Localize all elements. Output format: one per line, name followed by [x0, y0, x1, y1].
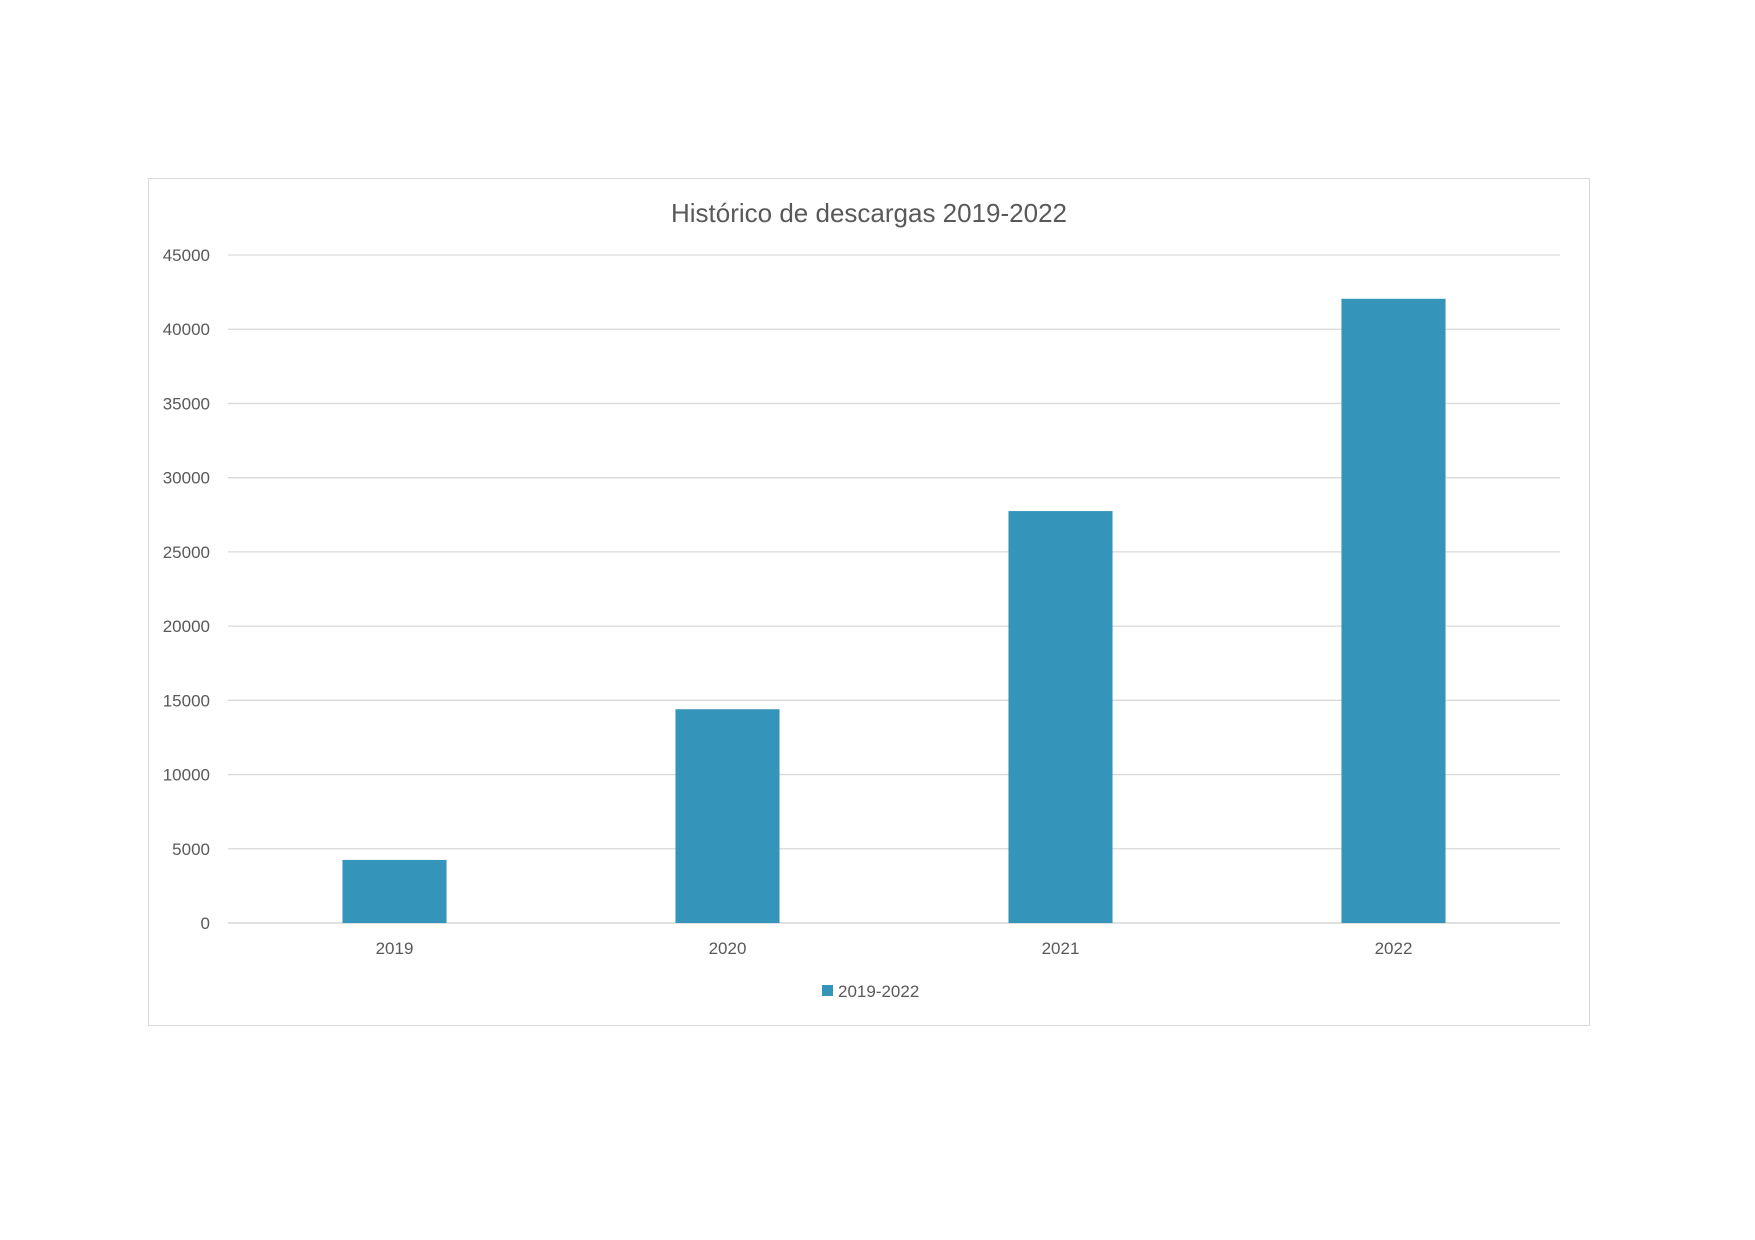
legend-label: 2019-2022	[838, 982, 919, 1001]
x-axis-ticks: 2019 2020 2021 2022	[376, 939, 1413, 958]
y-tick-label: 10000	[163, 766, 210, 785]
y-tick-label: 20000	[163, 617, 210, 636]
y-axis-ticks: 0 5000 10000 15000 20000 25000 30000 35000 40000…	[163, 246, 210, 933]
y-tick-label: 5000	[172, 840, 210, 859]
x-tick-label: 2019	[376, 939, 414, 958]
x-tick-label: 2020	[709, 939, 747, 958]
y-tick-label: 45000	[163, 246, 210, 265]
chart-title: Histórico de descargas 2019-2022	[671, 198, 1067, 228]
x-tick-label: 2022	[1375, 939, 1413, 958]
x-tick-label: 2021	[1042, 939, 1080, 958]
y-tick-label: 15000	[163, 691, 210, 710]
bar-2021	[1008, 511, 1113, 923]
bar-2019	[342, 859, 447, 923]
bars	[342, 298, 1446, 923]
y-tick-label: 40000	[163, 320, 210, 339]
y-tick-label: 30000	[163, 469, 210, 488]
y-tick-label: 25000	[163, 543, 210, 562]
y-tick-label: 0	[201, 914, 210, 933]
bar-2020	[675, 709, 780, 923]
legend: 2019-2022	[822, 982, 919, 1001]
bar-2022	[1341, 298, 1446, 923]
legend-swatch	[822, 985, 833, 996]
gridlines	[228, 254, 1560, 924]
y-tick-label: 35000	[163, 394, 210, 413]
